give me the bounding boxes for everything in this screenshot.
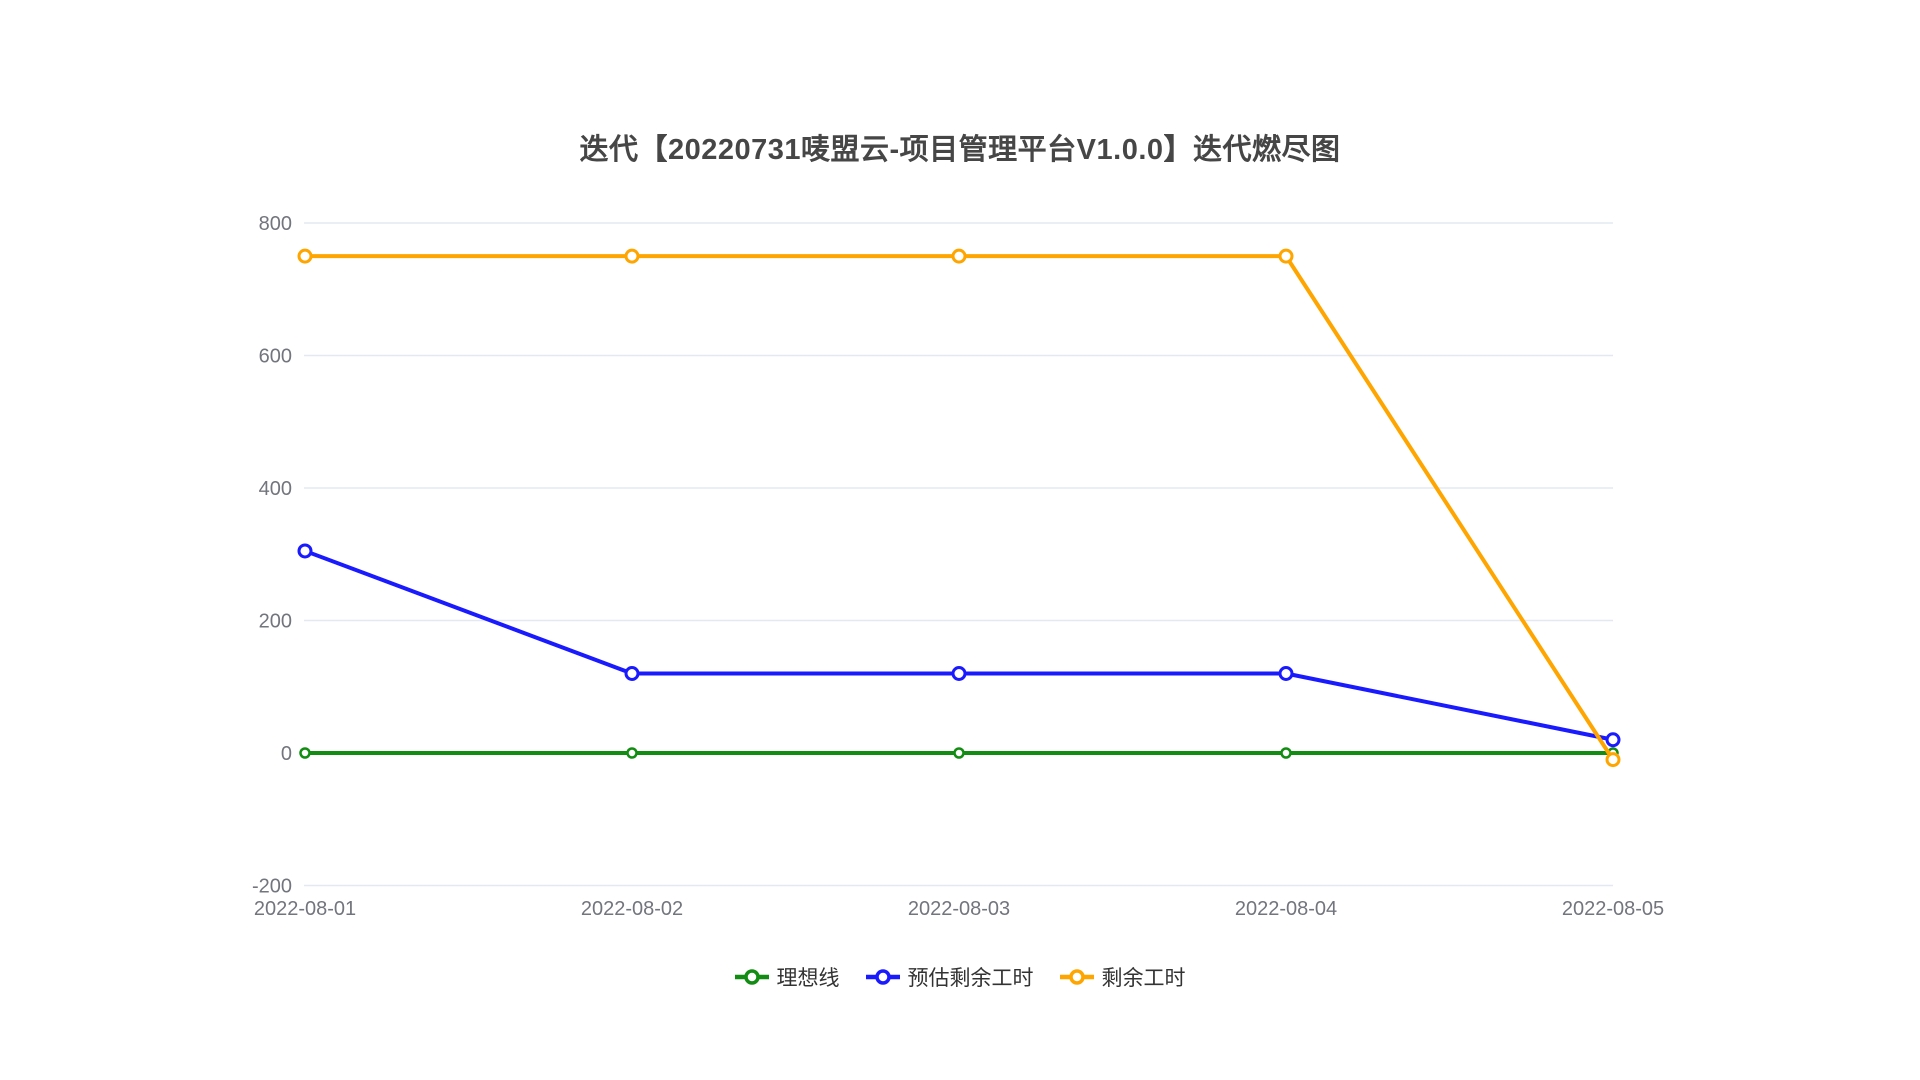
legend-line-circle-icon	[865, 969, 900, 985]
x-axis-tick-label: 2022-08-01	[254, 898, 356, 920]
legend-line-circle-icon	[734, 969, 769, 985]
data-point-marker	[1280, 747, 1292, 759]
legend-label: 理想线	[776, 967, 840, 990]
data-point-marker	[626, 747, 638, 759]
y-axis-tick-label: 800	[259, 213, 292, 235]
data-point-marker	[1278, 248, 1294, 264]
y-axis-tick-label: 400	[259, 478, 292, 500]
data-point-marker	[297, 543, 313, 559]
data-point-marker	[1605, 752, 1621, 768]
x-axis-tick-label: 2022-08-02	[581, 898, 683, 920]
series-line-预估剩余工时	[303, 548, 1615, 742]
y-axis-tick-label: 600	[259, 346, 292, 368]
legend-item-剩余工时[interactable]: 剩余工时	[1059, 962, 1186, 992]
series-line-剩余工时	[303, 254, 1615, 762]
y-axis-tick-label: 0	[281, 743, 292, 765]
data-point-marker	[624, 248, 640, 264]
chart-title: 迭代【20220731唛盟云-项目管理平台V1.0.0】迭代燃尽图	[579, 134, 1341, 166]
data-point-marker	[297, 248, 313, 264]
data-point-marker	[951, 248, 967, 264]
data-point-marker	[951, 666, 967, 681]
x-axis-tick-label: 2022-08-04	[1235, 898, 1337, 920]
data-point-marker	[1278, 666, 1294, 681]
legend-circle	[1068, 969, 1085, 985]
legend-circle	[743, 969, 760, 985]
chart-legend: 理想线 预估剩余工时 剩余工时	[0, 962, 1920, 992]
y-axis-tick-label: 200	[259, 611, 292, 633]
x-axis-tick-label: 2022-08-03	[908, 898, 1010, 920]
legend-circle	[874, 969, 891, 985]
legend-line-circle-icon	[1059, 969, 1094, 985]
legend-label: 剩余工时	[1101, 967, 1186, 990]
data-point-marker	[624, 666, 640, 681]
y-axis-tick-label: -200	[252, 876, 292, 898]
data-point-marker	[299, 747, 311, 759]
data-point-marker	[953, 747, 965, 759]
legend-label: 预估剩余工时	[907, 967, 1034, 990]
x-axis-tick-label: 2022-08-05	[1562, 898, 1664, 920]
legend-item-理想线[interactable]: 理想线	[734, 962, 840, 992]
legend-item-预估剩余工时[interactable]: 预估剩余工时	[865, 962, 1034, 992]
data-point-marker	[1605, 732, 1621, 748]
